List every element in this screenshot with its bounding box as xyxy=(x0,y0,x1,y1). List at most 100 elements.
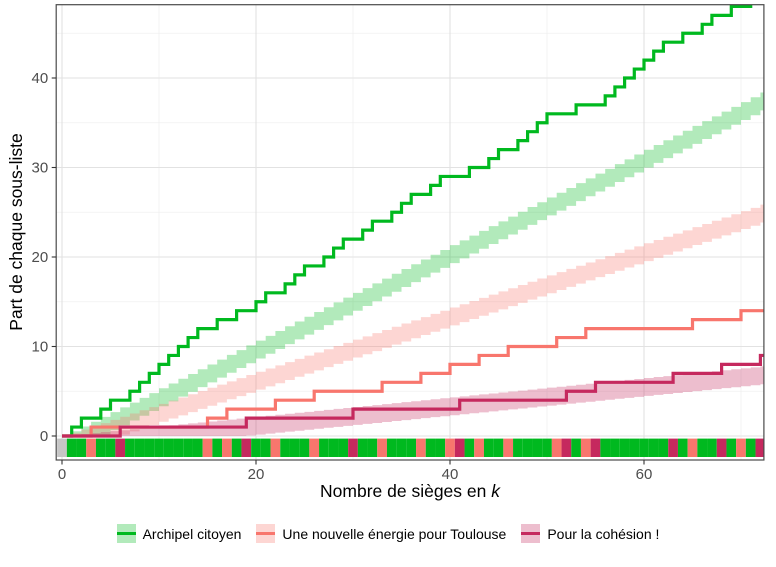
x-tick-label: 40 xyxy=(442,466,459,483)
axis-ticks xyxy=(51,77,645,465)
rug-tile xyxy=(416,438,426,457)
rug-tile xyxy=(590,438,601,457)
step-lines xyxy=(62,4,764,438)
rug-tile xyxy=(639,438,649,457)
rug-tile xyxy=(726,438,737,457)
rug-tile xyxy=(183,438,193,457)
y-tick-label: 10 xyxy=(32,339,49,356)
rug-tile xyxy=(280,438,290,457)
rug-tile xyxy=(338,438,349,457)
rug-tile xyxy=(648,438,659,457)
x-tick-label: 0 xyxy=(58,466,66,483)
rug-tile xyxy=(173,438,184,457)
rug-tile xyxy=(406,438,417,457)
rug-tile xyxy=(610,438,620,457)
quota-ribbon-N xyxy=(62,204,764,436)
x-tick-label: 60 xyxy=(636,466,653,483)
gridlines xyxy=(56,4,764,460)
rug-tile xyxy=(212,438,223,457)
rug-tile xyxy=(386,438,397,457)
rug-tile xyxy=(134,438,145,457)
x-tick-label: 20 xyxy=(248,466,265,483)
rug-tile xyxy=(115,438,126,457)
rug-tile xyxy=(76,438,87,457)
rug-tile xyxy=(66,438,77,457)
rug-tile xyxy=(503,438,514,457)
rug-tile xyxy=(687,438,698,457)
y-tick-label: 30 xyxy=(32,160,49,177)
y-tick-label: 0 xyxy=(40,428,48,445)
rug-tile xyxy=(435,438,446,457)
legend-item-N: Une nouvelle énergie pour Toulouse xyxy=(256,524,506,543)
legend-key-swatch xyxy=(521,524,541,543)
rug-tile xyxy=(105,438,116,457)
rug-tile xyxy=(483,438,494,457)
rug-tile xyxy=(328,438,339,457)
rug-tile xyxy=(580,438,591,457)
seat-rug-strip xyxy=(57,438,764,457)
rug-tile xyxy=(260,438,271,457)
x-axis-title: Nombre de sièges en k xyxy=(320,481,501,501)
legend-item-C: Pour la cohésion ! xyxy=(521,524,659,543)
rug-tile xyxy=(125,438,135,457)
y-axis-title: Part de chaque sous-liste xyxy=(6,133,26,330)
rug-tile xyxy=(513,438,523,457)
rug-tile xyxy=(736,438,746,457)
panel-border xyxy=(55,4,765,461)
legend-key-swatch xyxy=(116,524,136,543)
legend-key-swatch xyxy=(256,524,276,543)
y-tick-label: 20 xyxy=(32,249,49,266)
rug-tile xyxy=(289,438,300,457)
quota-ribbons xyxy=(62,92,764,437)
rug-tile xyxy=(154,438,164,457)
rug-tile xyxy=(270,438,281,457)
rug-tile xyxy=(532,438,543,457)
rug-tile xyxy=(425,438,436,457)
rug-tile xyxy=(561,438,572,457)
rug-tile xyxy=(668,438,678,457)
axis-tick-labels: 0 20 40 60 0 10 20 30 40 xyxy=(32,70,653,483)
rug-tile xyxy=(551,438,562,457)
quota-ribbon-A xyxy=(62,92,764,437)
step-line-C xyxy=(62,353,764,438)
chart-legend: Archipel citoyen Une nouvelle énergie pou… xyxy=(0,524,776,543)
rug-tile xyxy=(542,438,552,457)
rug-tile xyxy=(222,438,232,457)
rug-tile xyxy=(299,438,310,457)
rug-tile xyxy=(348,438,358,457)
rug-tile xyxy=(755,438,764,457)
rug-tile xyxy=(357,438,368,457)
rug-tile xyxy=(367,438,378,457)
rug-tile xyxy=(231,438,242,457)
rug-tile xyxy=(57,438,67,457)
rug-tile xyxy=(144,438,155,457)
rug-tile xyxy=(697,438,708,457)
rug-tile xyxy=(745,438,756,457)
rug-tile xyxy=(493,438,504,457)
rug-tile xyxy=(707,438,717,457)
rug-tile xyxy=(309,438,320,457)
rug-tile xyxy=(445,438,455,457)
chart-svg: 0 20 40 60 0 10 20 30 40 Nombre de sièges en k P… xyxy=(6,4,765,501)
rug-tile xyxy=(600,438,611,457)
rug-tile xyxy=(464,438,475,457)
legend-label: Une nouvelle énergie pour Toulouse xyxy=(282,525,507,542)
rug-tile xyxy=(658,438,669,457)
rug-tile xyxy=(474,438,484,457)
rug-tile xyxy=(522,438,533,457)
y-tick-label: 40 xyxy=(32,70,49,87)
legend-label: Pour la cohésion ! xyxy=(547,525,660,542)
quota-ribbon-C xyxy=(62,366,764,436)
legend-item-A: Archipel citoyen xyxy=(116,524,242,543)
rug-tile xyxy=(619,438,630,457)
legend-label: Archipel citoyen xyxy=(142,525,242,542)
rug-tile xyxy=(716,438,727,457)
rug-tile xyxy=(192,438,203,457)
rug-tile xyxy=(396,438,407,457)
rug-tile xyxy=(251,438,261,457)
rug-tile xyxy=(319,438,329,457)
rug-tile xyxy=(95,438,106,457)
rug-tile xyxy=(629,438,640,457)
rug-tile xyxy=(377,438,387,457)
